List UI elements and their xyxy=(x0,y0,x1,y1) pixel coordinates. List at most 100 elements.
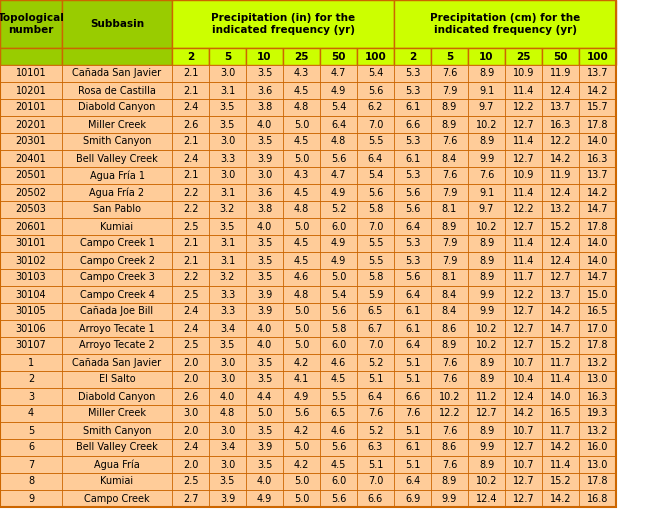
Text: 13.2: 13.2 xyxy=(550,205,571,214)
Text: 14.2: 14.2 xyxy=(550,442,571,453)
Text: 5.4: 5.4 xyxy=(368,170,384,180)
Text: 7.6: 7.6 xyxy=(442,425,457,436)
Text: 12.7: 12.7 xyxy=(476,409,497,419)
Text: 5.0: 5.0 xyxy=(294,494,309,503)
Text: 13.7: 13.7 xyxy=(550,290,571,299)
Text: 20401: 20401 xyxy=(16,153,46,164)
Text: 2: 2 xyxy=(187,51,194,62)
Text: 2.1: 2.1 xyxy=(183,170,198,180)
Text: 12.4: 12.4 xyxy=(550,255,571,266)
Text: 10: 10 xyxy=(479,51,494,62)
Text: 4.9: 4.9 xyxy=(331,85,346,95)
Text: 12.4: 12.4 xyxy=(476,494,497,503)
Text: 12.7: 12.7 xyxy=(550,272,571,282)
Text: 16.5: 16.5 xyxy=(587,307,608,316)
Text: 3.8: 3.8 xyxy=(257,103,272,112)
Text: 6.4: 6.4 xyxy=(405,290,420,299)
Text: 6.7: 6.7 xyxy=(368,324,384,334)
Bar xyxy=(0,473,616,490)
Text: 8.6: 8.6 xyxy=(442,442,457,453)
Text: 3.0: 3.0 xyxy=(220,170,235,180)
Text: 12.4: 12.4 xyxy=(550,238,571,249)
Text: 2.5: 2.5 xyxy=(183,222,198,232)
Text: 4.9: 4.9 xyxy=(257,494,272,503)
Text: 20101: 20101 xyxy=(16,103,46,112)
Text: 50: 50 xyxy=(553,51,567,62)
Text: 8.9: 8.9 xyxy=(479,357,494,367)
Bar xyxy=(357,48,394,65)
Text: 2.4: 2.4 xyxy=(183,324,198,334)
Text: 5.6: 5.6 xyxy=(331,153,346,164)
Text: 3.5: 3.5 xyxy=(220,477,235,486)
Text: 5.4: 5.4 xyxy=(331,290,346,299)
Bar xyxy=(0,371,616,388)
Text: 4.5: 4.5 xyxy=(294,137,309,147)
Text: Precipitation (cm) for the
indicated frequency (yr): Precipitation (cm) for the indicated fre… xyxy=(430,13,580,35)
Text: 5.2: 5.2 xyxy=(368,357,384,367)
Text: 3.8: 3.8 xyxy=(257,205,272,214)
Text: 10.2: 10.2 xyxy=(476,120,497,130)
Text: 5.2: 5.2 xyxy=(331,205,346,214)
Text: 2.4: 2.4 xyxy=(183,442,198,453)
Text: 6.4: 6.4 xyxy=(405,477,420,486)
Text: 10.7: 10.7 xyxy=(513,425,534,436)
Text: 14.0: 14.0 xyxy=(550,392,571,401)
Text: Topological
number: Topological number xyxy=(0,13,64,35)
Text: 13.7: 13.7 xyxy=(587,68,608,79)
Text: 20503: 20503 xyxy=(16,205,46,214)
Text: 11.4: 11.4 xyxy=(513,255,534,266)
Text: 13.7: 13.7 xyxy=(587,170,608,180)
Text: 4.0: 4.0 xyxy=(257,340,272,351)
Bar xyxy=(505,48,542,65)
Text: 16.5: 16.5 xyxy=(550,409,571,419)
Text: 11.9: 11.9 xyxy=(550,170,571,180)
Text: 5.5: 5.5 xyxy=(331,392,346,401)
Bar xyxy=(0,201,616,218)
Text: 9.1: 9.1 xyxy=(479,85,494,95)
Text: 2.4: 2.4 xyxy=(183,153,198,164)
Text: 4.8: 4.8 xyxy=(294,103,309,112)
Text: 7.0: 7.0 xyxy=(368,222,384,232)
Text: Campo Creek 3: Campo Creek 3 xyxy=(79,272,155,282)
Text: 5.1: 5.1 xyxy=(405,375,420,384)
Text: 3.2: 3.2 xyxy=(220,205,235,214)
Bar xyxy=(320,48,357,65)
Text: 8.9: 8.9 xyxy=(442,222,457,232)
Text: 6.2: 6.2 xyxy=(368,103,384,112)
Text: 14.2: 14.2 xyxy=(550,494,571,503)
Bar xyxy=(0,48,62,65)
Text: Bell Valley Creek: Bell Valley Creek xyxy=(76,153,158,164)
Text: Diabold Canyon: Diabold Canyon xyxy=(78,392,156,401)
Text: Campo Creek 4: Campo Creek 4 xyxy=(79,290,155,299)
Text: 6.1: 6.1 xyxy=(405,103,420,112)
Text: 3.5: 3.5 xyxy=(257,375,272,384)
Text: 12.7: 12.7 xyxy=(513,324,534,334)
Text: 3.5: 3.5 xyxy=(257,68,272,79)
Text: 5.9: 5.9 xyxy=(368,290,384,299)
Text: 3.0: 3.0 xyxy=(257,170,272,180)
Text: 3.9: 3.9 xyxy=(257,307,272,316)
Text: 2.1: 2.1 xyxy=(183,238,198,249)
Text: 12.4: 12.4 xyxy=(550,188,571,197)
Text: 15.7: 15.7 xyxy=(587,103,608,112)
Text: 13.2: 13.2 xyxy=(587,357,608,367)
Text: 5.4: 5.4 xyxy=(368,68,384,79)
Text: 2.0: 2.0 xyxy=(183,357,198,367)
Text: 8.9: 8.9 xyxy=(479,137,494,147)
Text: 14.2: 14.2 xyxy=(587,188,608,197)
Text: Kumiai: Kumiai xyxy=(101,222,133,232)
Text: 16.3: 16.3 xyxy=(587,153,608,164)
Text: 5.0: 5.0 xyxy=(294,120,309,130)
Text: Cañada Joe Bill: Cañada Joe Bill xyxy=(81,307,153,316)
Text: Rosa de Castilla: Rosa de Castilla xyxy=(78,85,156,95)
Text: 4.0: 4.0 xyxy=(257,324,272,334)
Text: 9.7: 9.7 xyxy=(479,103,494,112)
Text: 12.2: 12.2 xyxy=(513,103,534,112)
Text: Cañada San Javier: Cañada San Javier xyxy=(72,357,162,367)
Text: 3.0: 3.0 xyxy=(220,425,235,436)
Text: 20201: 20201 xyxy=(16,120,46,130)
Text: 3.3: 3.3 xyxy=(220,307,235,316)
Text: 6.1: 6.1 xyxy=(405,324,420,334)
Text: 8.9: 8.9 xyxy=(442,120,457,130)
Text: 6.4: 6.4 xyxy=(368,392,383,401)
